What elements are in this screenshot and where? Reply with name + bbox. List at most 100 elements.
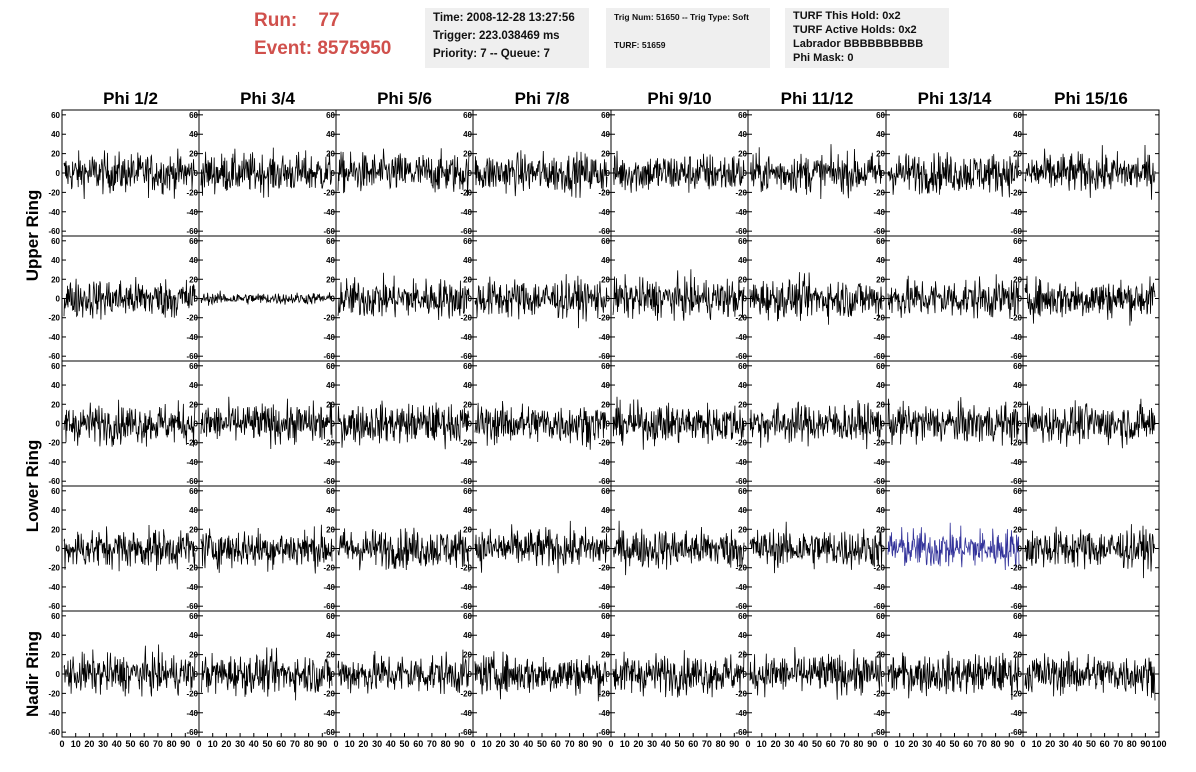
waveform-trace bbox=[887, 650, 1020, 700]
x-tick-label: 60 bbox=[963, 739, 973, 749]
x-tick-label: 50 bbox=[537, 739, 547, 749]
turf-info-panel: TURF This Hold: 0x2 TURF Active Holds: 0… bbox=[785, 8, 949, 68]
x-tick-label: 100 bbox=[1151, 739, 1166, 749]
waveform-panel-r3-c2: 60 40 20 0 -20 -40 -60 bbox=[186, 360, 337, 487]
y-tick-label: 0 bbox=[1018, 545, 1023, 554]
x-tick-label: 90 bbox=[1140, 739, 1150, 749]
x-tick-label: 50 bbox=[399, 739, 409, 749]
y-tick-label: 20 bbox=[601, 150, 610, 159]
y-tick-label: 60 bbox=[463, 111, 472, 120]
x-tick-label: 20 bbox=[84, 739, 94, 749]
y-tick-label: 0 bbox=[331, 420, 336, 429]
waveform-trace bbox=[337, 272, 470, 321]
waveform-trace bbox=[1024, 398, 1156, 449]
y-tick-label: -40 bbox=[735, 458, 747, 467]
y-tick-label: 0 bbox=[194, 295, 199, 304]
y-tick-label: -40 bbox=[735, 208, 747, 217]
run-label: Run: bbox=[254, 10, 298, 31]
y-tick-label: -20 bbox=[1010, 564, 1022, 573]
y-tick-label: 0 bbox=[468, 545, 473, 554]
y-tick-label: -60 bbox=[48, 728, 60, 737]
y-tick-label: -40 bbox=[48, 583, 60, 592]
y-tick-label: 0 bbox=[606, 670, 611, 679]
x-tick-label: 10 bbox=[895, 739, 905, 749]
y-tick-label: -20 bbox=[186, 188, 198, 197]
waveform-trace bbox=[749, 647, 883, 700]
y-tick-label: 20 bbox=[189, 400, 198, 409]
y-tick-label: 40 bbox=[51, 381, 60, 390]
waveform-panel-r2-c8: 60 40 20 0 -20 -40 -60 bbox=[1010, 235, 1160, 362]
y-tick-label: 40 bbox=[189, 631, 198, 640]
y-tick-label: -60 bbox=[598, 728, 610, 737]
y-tick-label: 40 bbox=[601, 130, 610, 139]
waveform-panel-r2-c7: 60 40 20 0 -20 -40 -60 bbox=[873, 235, 1024, 362]
column-header-5: Phi 9/10 bbox=[647, 89, 711, 108]
x-tick-label: 60 bbox=[688, 739, 698, 749]
waveform-trace bbox=[1024, 144, 1156, 200]
y-tick-label: 0 bbox=[56, 545, 61, 554]
phi-mask-line: Phi Mask: 0 bbox=[793, 52, 854, 64]
waveform-trace bbox=[887, 522, 1020, 571]
y-tick-label: 0 bbox=[56, 670, 61, 679]
y-tick-label: 40 bbox=[738, 130, 747, 139]
event-label-line: Event: 8575950 bbox=[254, 38, 391, 60]
y-tick-label: 20 bbox=[51, 525, 60, 534]
x-tick-label: 10 bbox=[208, 739, 218, 749]
y-tick-label: 0 bbox=[56, 295, 61, 304]
y-tick-label: 20 bbox=[326, 651, 335, 660]
y-tick-label: -60 bbox=[460, 477, 472, 486]
y-tick-label: -60 bbox=[873, 227, 885, 236]
waveform-trace bbox=[474, 651, 608, 702]
y-tick-label: 40 bbox=[601, 506, 610, 515]
x-tick-label: 90 bbox=[317, 739, 327, 749]
y-tick-label: 60 bbox=[1013, 362, 1022, 371]
y-tick-label: -40 bbox=[598, 333, 610, 342]
x-tick-label: 80 bbox=[1127, 739, 1137, 749]
waveform-trace bbox=[749, 144, 883, 200]
x-tick-label: 50 bbox=[812, 739, 822, 749]
y-tick-label: -20 bbox=[323, 564, 335, 573]
x-tick-label: 60 bbox=[826, 739, 836, 749]
waveform-trace bbox=[474, 150, 608, 198]
waveform-panel-r3-c3: 60 40 20 0 -20 -40 -60 bbox=[323, 360, 474, 487]
y-tick-label: 60 bbox=[738, 612, 747, 621]
waveform-trace bbox=[200, 647, 333, 701]
y-tick-label: -40 bbox=[48, 709, 60, 718]
y-tick-label: -40 bbox=[460, 458, 472, 467]
y-tick-label: 40 bbox=[463, 631, 472, 640]
waveform-panel-r3-c1: 60 40 20 0 -20 -40 -60 bbox=[48, 360, 200, 487]
y-tick-label: 40 bbox=[326, 381, 335, 390]
x-tick-label: 50 bbox=[1086, 739, 1096, 749]
waveform-trace bbox=[887, 397, 1020, 446]
y-tick-label: 40 bbox=[463, 381, 472, 390]
y-tick-label: -60 bbox=[186, 728, 198, 737]
y-tick-label: -40 bbox=[460, 709, 472, 718]
labrador-line: Labrador BBBBBBBBBB bbox=[793, 38, 924, 50]
y-tick-label: -40 bbox=[323, 709, 335, 718]
y-tick-label: -60 bbox=[323, 728, 335, 737]
waveform-panel-r3-c4: 60 40 20 0 -20 -40 -60 bbox=[460, 360, 612, 487]
waveform-trace bbox=[1024, 524, 1156, 579]
y-tick-label: 0 bbox=[468, 295, 473, 304]
y-tick-label: -20 bbox=[48, 188, 60, 197]
x-tick-label: 0 bbox=[745, 739, 750, 749]
y-tick-label: 20 bbox=[876, 275, 885, 284]
y-tick-label: 60 bbox=[51, 487, 60, 496]
waveform-trace bbox=[749, 272, 883, 325]
event-label: Event: bbox=[254, 38, 313, 59]
y-tick-label: 0 bbox=[194, 670, 199, 679]
y-tick-label: 20 bbox=[1013, 400, 1022, 409]
y-tick-label: 20 bbox=[463, 275, 472, 284]
column-header-8: Phi 15/16 bbox=[1054, 89, 1128, 108]
y-tick-label: 20 bbox=[51, 150, 60, 159]
waveform-panel-r2-c6: 60 40 20 0 -20 -40 -60 bbox=[735, 235, 887, 362]
y-tick-label: -20 bbox=[873, 564, 885, 573]
x-tick-label: 40 bbox=[798, 739, 808, 749]
x-tick-label: 60 bbox=[551, 739, 561, 749]
turf-line: TURF: 51659 bbox=[614, 40, 666, 50]
column-header-1: Phi 1/2 bbox=[103, 89, 158, 108]
y-tick-label: -60 bbox=[460, 602, 472, 611]
y-tick-label: -40 bbox=[186, 709, 198, 718]
y-tick-label: -40 bbox=[460, 333, 472, 342]
y-tick-label: 20 bbox=[189, 150, 198, 159]
